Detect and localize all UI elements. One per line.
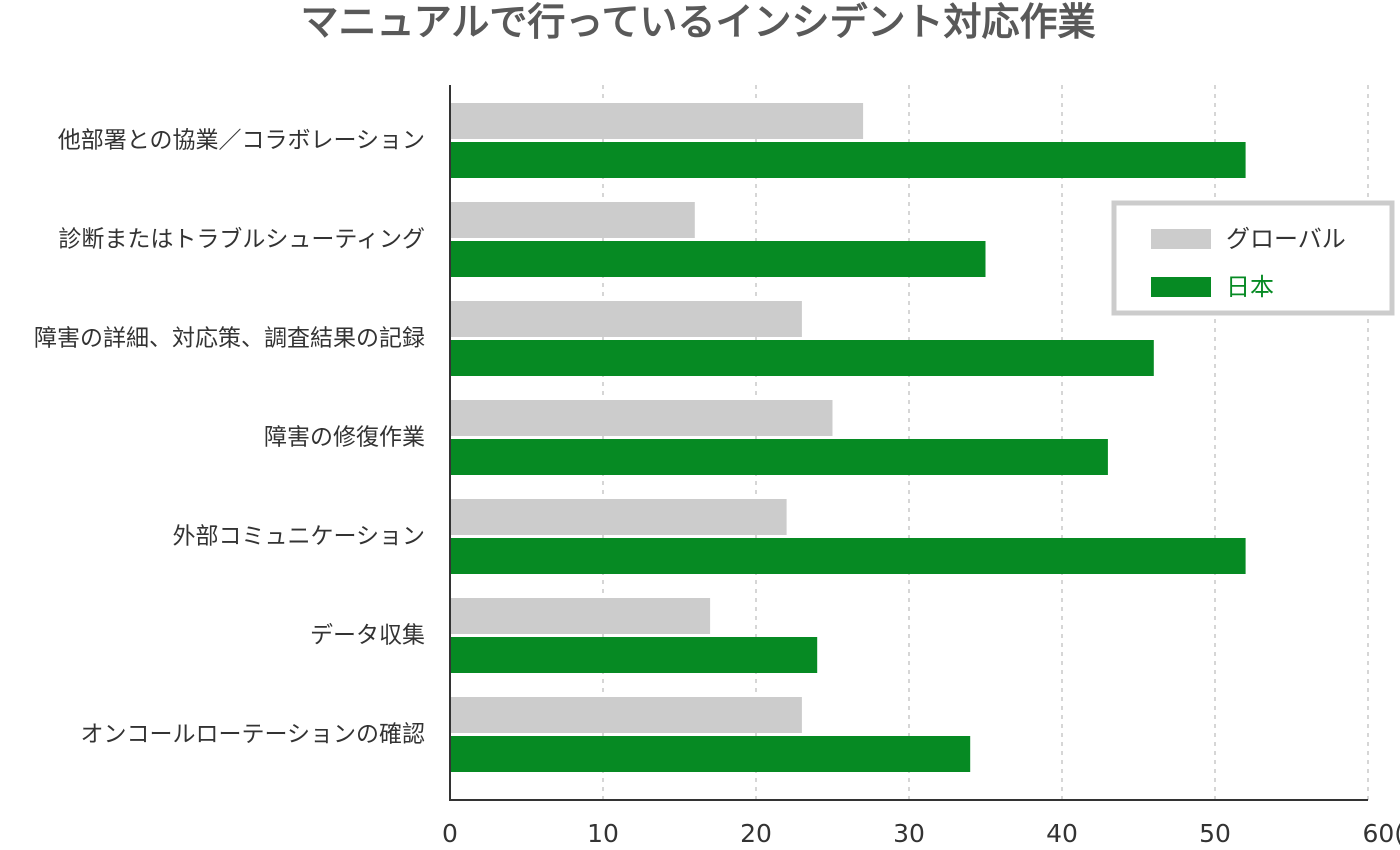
category-label: 障害の詳細、対応策、調査結果の記録 [34,326,425,352]
bar-japan [450,538,1246,574]
category-label: 障害の修復作業 [264,425,425,451]
category-label: 他部署との協業／コラボレーション [58,128,425,154]
bars [450,103,1246,772]
x-tick-label: 20 [740,819,772,848]
bar-global [450,400,833,436]
x-tick-label: 0 [442,819,458,848]
category-label: データ収集 [310,623,425,649]
category-label: 診断またはトラブルシューティング [58,227,425,253]
bar-global [450,598,711,634]
bar-global [450,499,787,535]
x-tick-label: 50 [1199,819,1231,848]
bar-global [450,301,802,337]
x-tick-label: 10 [587,819,619,848]
bar-japan [450,439,1108,475]
x-tick-label: 30 [893,819,925,848]
x-tick-label: 40 [1046,819,1078,848]
category-label: オンコールローテーションの確認 [80,722,425,748]
category-label: 外部コミュニケーション [172,524,425,550]
legend-swatch [1151,229,1211,249]
axes [449,85,1368,801]
category-labels: 他部署との協業／コラボレーション診断またはトラブルシューティング障害の詳細、対応… [34,128,425,748]
bar-global [450,103,864,139]
bar-japan [450,637,818,673]
legend-box [1111,200,1395,316]
legend-label: グローバル [1226,225,1346,253]
x-tick-labels: 0 10 20 30 40 50 60(%) [442,819,1400,848]
bar-japan [450,142,1246,178]
legend-label: 日本 [1226,273,1274,301]
chart-title: マニュアルで行っているインシデント対応作業 [301,0,1096,44]
bar-japan [450,340,1154,376]
x-tick-label: 60(%) [1362,819,1400,848]
bar-japan [450,736,971,772]
bar-global [450,697,802,733]
bar-global [450,202,695,238]
bar-japan [450,241,986,277]
legend-swatch [1151,277,1211,297]
